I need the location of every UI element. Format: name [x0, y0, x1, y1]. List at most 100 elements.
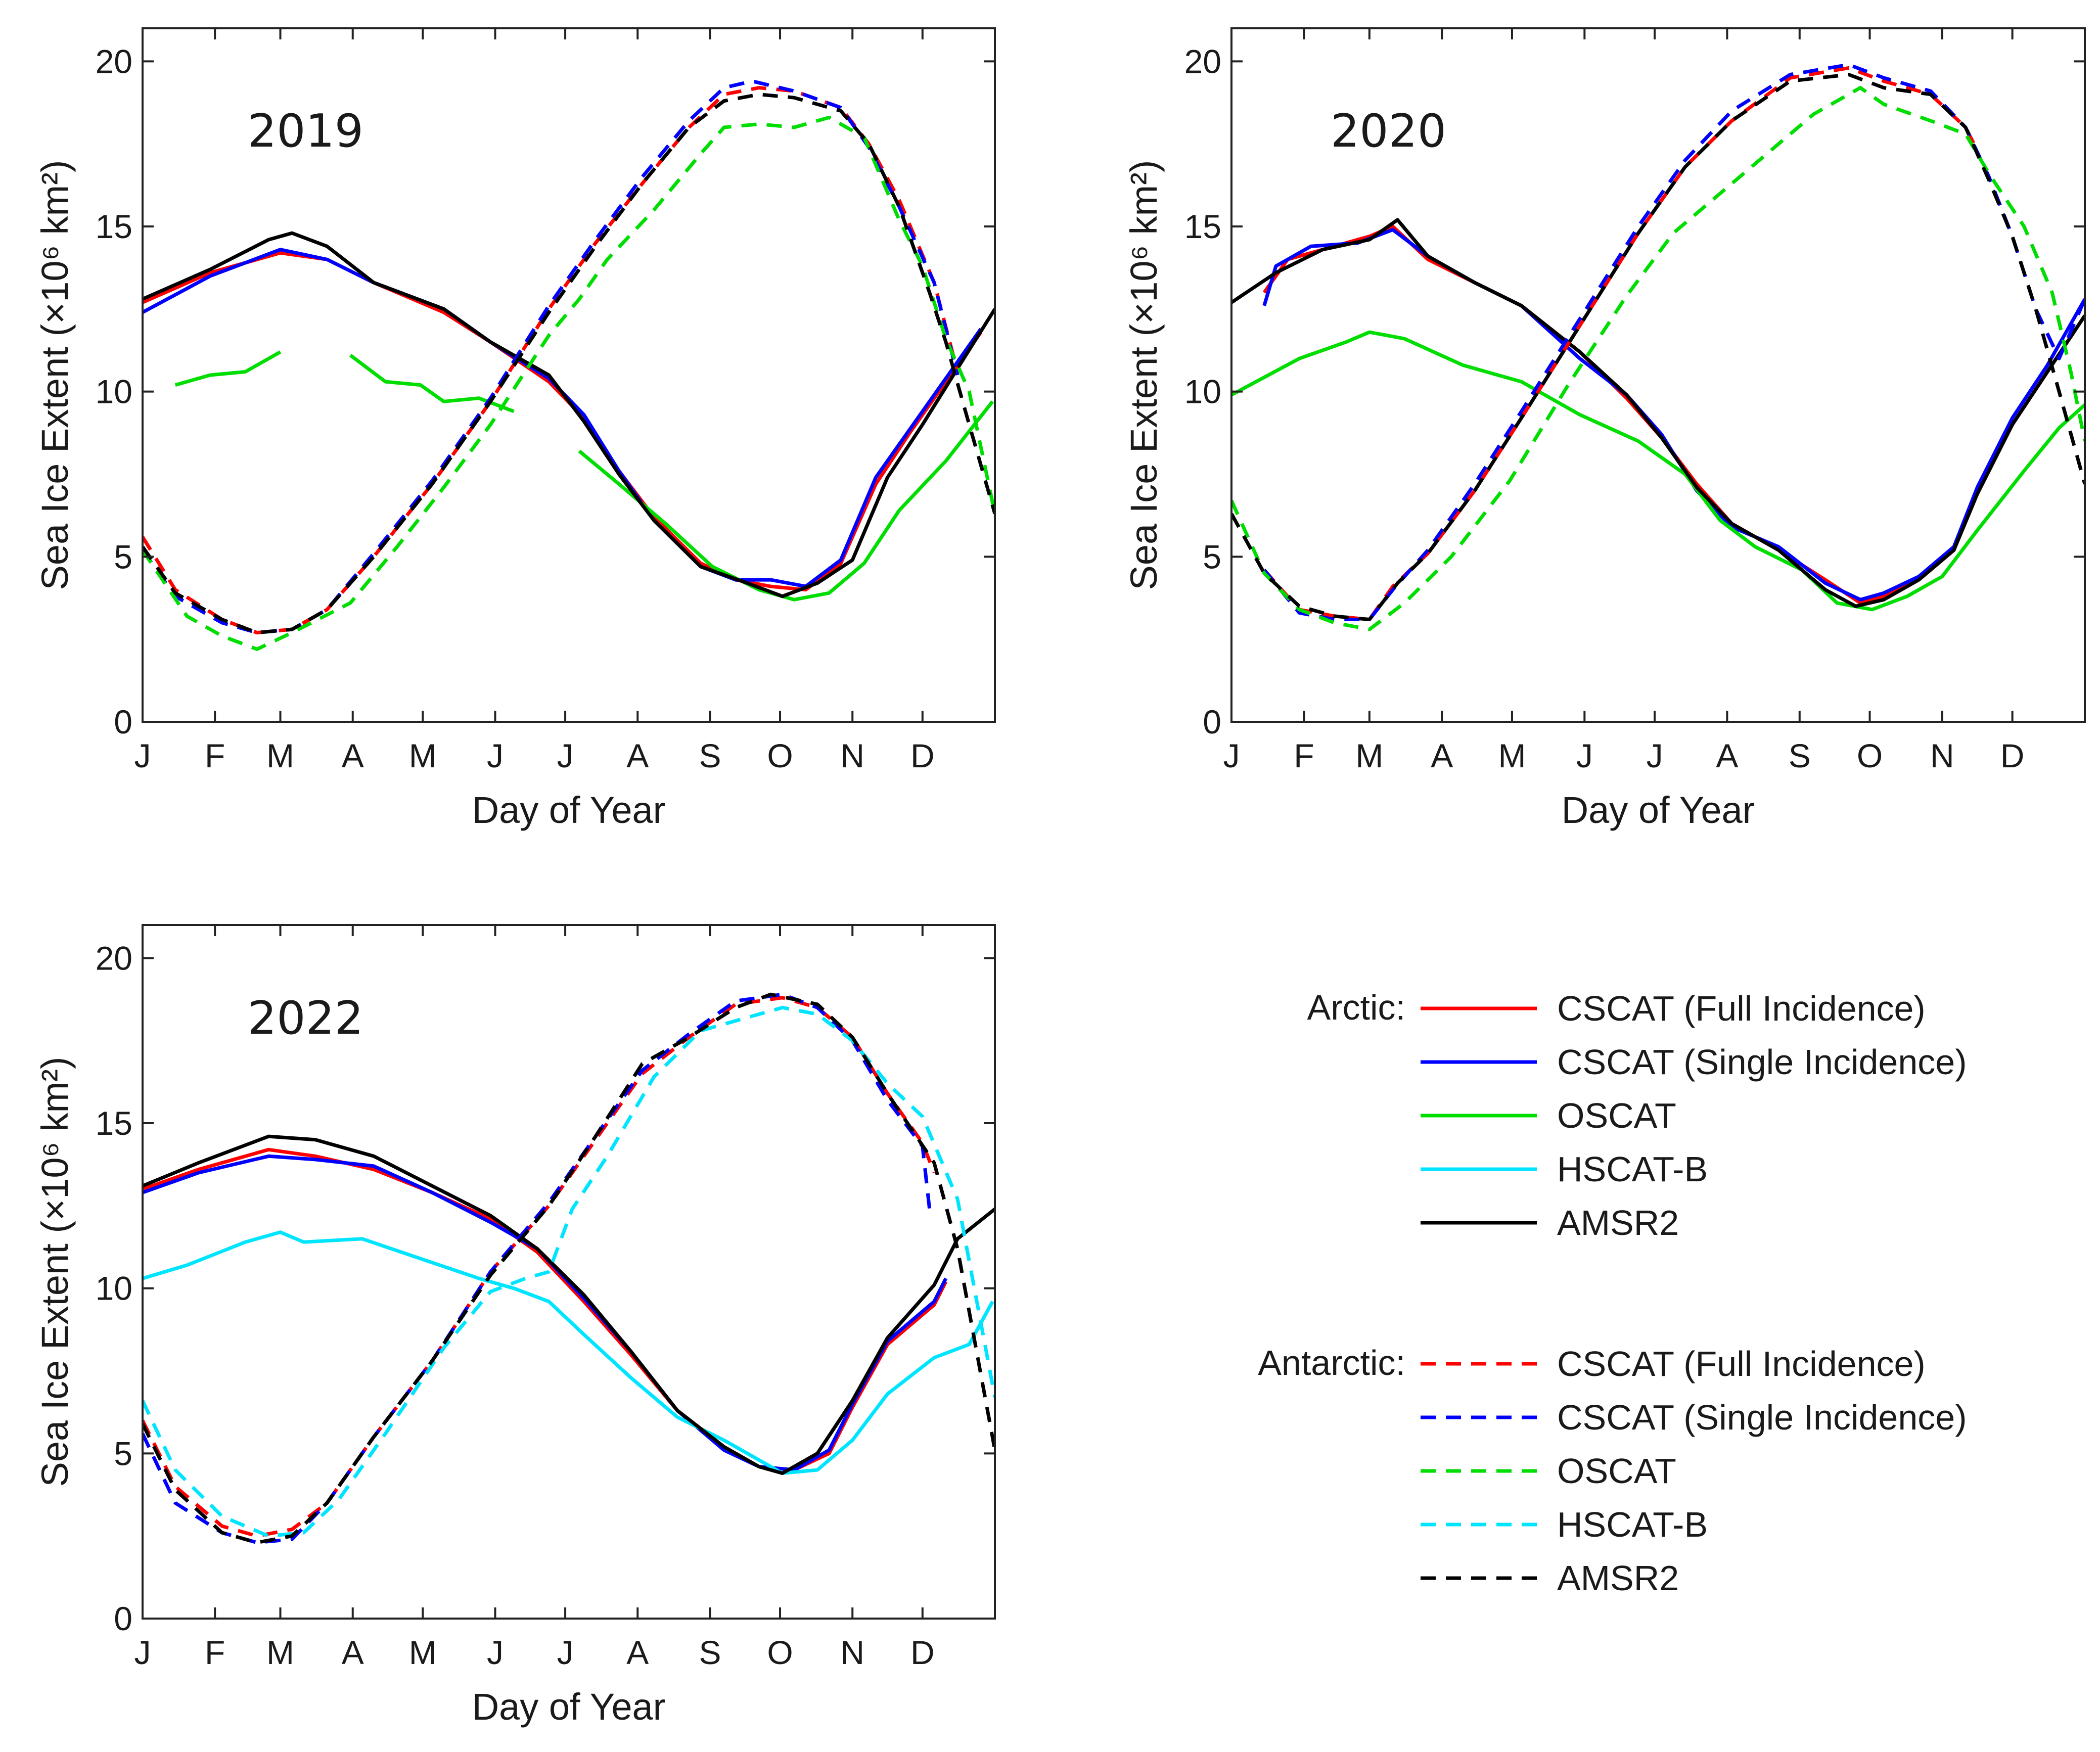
legend-label-arctic-0: CSCAT (Full Incidence) [1557, 989, 1926, 1028]
series-line-3 [1231, 218, 2085, 608]
legend-label-arctic-3: HSCAT-B [1557, 1149, 1708, 1189]
legend-label-arctic-2: OSCAT [1557, 1096, 1676, 1135]
y-tick-label: 20 [96, 42, 132, 80]
series-line-0 [143, 1147, 948, 1472]
y-tick-label: 5 [114, 538, 132, 575]
series-line-9 [143, 93, 995, 635]
series-line-1 [143, 1154, 948, 1472]
series-line-8 [143, 115, 995, 651]
y-axis-label: Sea Ice Extent (×10⁶ km²) [34, 1057, 76, 1487]
x-tick-label: A [626, 737, 649, 774]
series-group [1231, 63, 2085, 631]
x-tick-label: J [487, 737, 504, 774]
x-tick-label: M [409, 1634, 437, 1671]
y-tick-label: 15 [1184, 208, 1221, 245]
legend-label-arctic-4: AMSR2 [1557, 1203, 1679, 1242]
x-axis-label: Day of Year [1562, 789, 1755, 831]
x-tick-label: F [1294, 737, 1314, 774]
y-tick-label: 0 [1203, 703, 1221, 741]
plot-frame [142, 924, 996, 1620]
series-line-3 [349, 354, 515, 413]
series-line-7 [143, 992, 995, 1545]
series-line-4 [578, 400, 994, 602]
series-line-3 [143, 1134, 995, 1475]
panel-year-title: 2022 [248, 992, 363, 1045]
x-tick-label: A [342, 737, 364, 774]
y-tick-label: 5 [114, 1435, 132, 1472]
legend-label-antarctic-0: CSCAT (Full Incidence) [1557, 1344, 1926, 1384]
legend-label-antarctic-4: AMSR2 [1557, 1558, 1679, 1598]
x-tick-label: J [1223, 737, 1240, 774]
x-tick-label: A [626, 1634, 649, 1671]
y-axis-label: Sea Ice Extent (×10⁶ km²) [1123, 160, 1165, 590]
series-line-6 [1231, 86, 2085, 631]
x-tick-label: O [767, 737, 793, 774]
series-line-7 [1231, 73, 2085, 621]
series-line-2 [174, 350, 282, 387]
x-tick-label: N [1930, 737, 1954, 774]
series-line-2 [143, 1230, 994, 1475]
y-tick-label: 20 [96, 939, 132, 977]
x-tick-label: D [910, 1634, 935, 1671]
x-axis-label: Day of Year [472, 1686, 666, 1728]
panel-year-title: 2020 [1331, 105, 1446, 158]
x-tick-label: A [1431, 737, 1453, 774]
x-tick-label: M [266, 737, 294, 774]
x-tick-label: D [2000, 737, 2025, 774]
legend-arctic-heading: Arctic: [1307, 988, 1405, 1027]
x-tick-label: M [1355, 737, 1383, 774]
x-tick-label: N [840, 737, 864, 774]
y-tick-label: 10 [96, 373, 132, 410]
x-tick-label: J [134, 737, 151, 774]
x-tick-label: J [134, 1634, 151, 1671]
x-tick-label: J [1576, 737, 1593, 774]
series-line-5 [143, 231, 995, 598]
x-tick-label: O [767, 1634, 793, 1671]
x-tick-label: J [557, 1634, 574, 1671]
chart-panel-2019: 0 5 10 15 20 J F M A M J J A S O N D Day of Year Sea Ice E… [34, 27, 996, 831]
x-tick-label: O [1857, 737, 1883, 774]
x-tick-label: M [266, 1634, 294, 1671]
series-line-0 [1262, 224, 2085, 605]
y-tick-label: 15 [96, 1104, 132, 1142]
x-tick-label: N [840, 1634, 864, 1671]
panel-year-title: 2019 [248, 105, 363, 158]
legend-label-antarctic-2: OSCAT [1557, 1451, 1676, 1491]
series-line-1 [1262, 228, 2085, 602]
series-line-5 [1262, 63, 2085, 621]
legend: Arctic: CSCAT (Full Incidence) CSCAT (Sing… [1258, 988, 1967, 1598]
series-group [143, 992, 995, 1545]
plot-frame [1230, 27, 2086, 723]
legend-label-antarctic-1: CSCAT (Single Incidence) [1557, 1398, 1967, 1437]
plot-frame [142, 27, 996, 723]
x-tick-label: S [1789, 737, 1811, 774]
x-tick-label: J [1647, 737, 1663, 774]
y-tick-label: 0 [114, 1600, 132, 1637]
legend-antarctic-heading: Antarctic: [1258, 1343, 1405, 1382]
y-tick-label: 10 [96, 1270, 132, 1307]
series-group [143, 79, 995, 651]
x-tick-label: M [409, 737, 437, 774]
chart-panel-2020: 0 5 10 15 20 J F M A M J J A S O N D Day of Year Sea Ice E… [1123, 27, 2086, 831]
x-tick-label: M [1498, 737, 1526, 774]
chart-panel-2022: 0 5 10 15 20 J F M A M J J A S O N D Day of Year Sea Ice E… [34, 924, 996, 1728]
y-tick-label: 15 [96, 208, 132, 245]
y-tick-label: 5 [1203, 538, 1221, 575]
legend-label-antarctic-3: HSCAT-B [1557, 1505, 1708, 1544]
y-tick-label: 10 [1184, 373, 1221, 410]
x-tick-label: A [342, 1634, 364, 1671]
series-line-0 [143, 251, 983, 592]
x-tick-label: F [205, 1634, 225, 1671]
series-line-6 [143, 1005, 995, 1538]
y-axis-label: Sea Ice Extent (×10⁶ km²) [34, 160, 76, 590]
x-tick-label: S [699, 737, 721, 774]
series-line-7 [143, 79, 960, 635]
y-tick-label: 0 [114, 703, 132, 741]
series-line-4 [1263, 66, 1979, 621]
x-tick-label: J [557, 737, 574, 774]
x-tick-label: S [699, 1634, 721, 1671]
x-tick-label: A [1716, 737, 1738, 774]
y-tick-label: 20 [1184, 42, 1221, 80]
legend-label-arctic-1: CSCAT (Single Incidence) [1557, 1042, 1967, 1082]
